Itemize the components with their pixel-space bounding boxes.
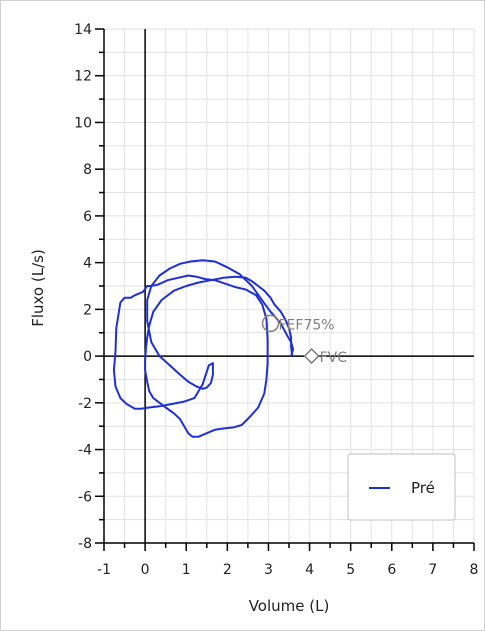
x-tick-label: 3 <box>264 562 273 578</box>
x-tick-label: -1 <box>97 562 111 578</box>
y-tick-label: 6 <box>83 209 92 225</box>
grid-lines <box>103 28 475 544</box>
y-tick-label: 2 <box>83 302 92 318</box>
x-tick-label: 6 <box>387 562 396 578</box>
y-tick-label: -8 <box>78 536 92 552</box>
x-tick-label: 4 <box>305 562 314 578</box>
y-tick-label: -2 <box>78 396 92 412</box>
x-axis-title: Volume (L) <box>249 597 330 615</box>
fvc-label: FVC <box>320 350 348 366</box>
y-tick-label: 12 <box>74 69 92 85</box>
y-tick-label: 14 <box>74 22 92 38</box>
legend: Pré <box>347 453 456 521</box>
legend-box <box>347 453 456 521</box>
fef75-marker <box>261 314 280 333</box>
y-tick-label: 10 <box>74 115 92 131</box>
y-tick-label: -4 <box>78 443 92 459</box>
y-tick-label: 4 <box>83 256 92 272</box>
legend-label-pre: Pré <box>411 479 435 497</box>
series-layer <box>112 259 295 438</box>
x-tick-label: 8 <box>470 562 479 578</box>
x-tick-label: 5 <box>346 562 355 578</box>
x-tick-label: 2 <box>223 562 232 578</box>
x-tick-label: 7 <box>428 562 437 578</box>
axes <box>103 29 474 544</box>
fvc-marker <box>303 348 320 365</box>
y-axis-title: Fluxo (L/s) <box>29 249 47 327</box>
y-tick-label: -6 <box>78 489 92 505</box>
minor-ticks <box>95 28 475 551</box>
fef75-label: FEF75% <box>279 317 335 333</box>
y-tick-label: 0 <box>83 349 92 365</box>
annotations-layer: FEF75% FVC <box>261 314 348 366</box>
x-tick-label: 1 <box>182 562 191 578</box>
series-line-pre <box>112 259 295 438</box>
x-tick-label: 0 <box>141 562 150 578</box>
y-tick-label: 8 <box>83 162 92 178</box>
